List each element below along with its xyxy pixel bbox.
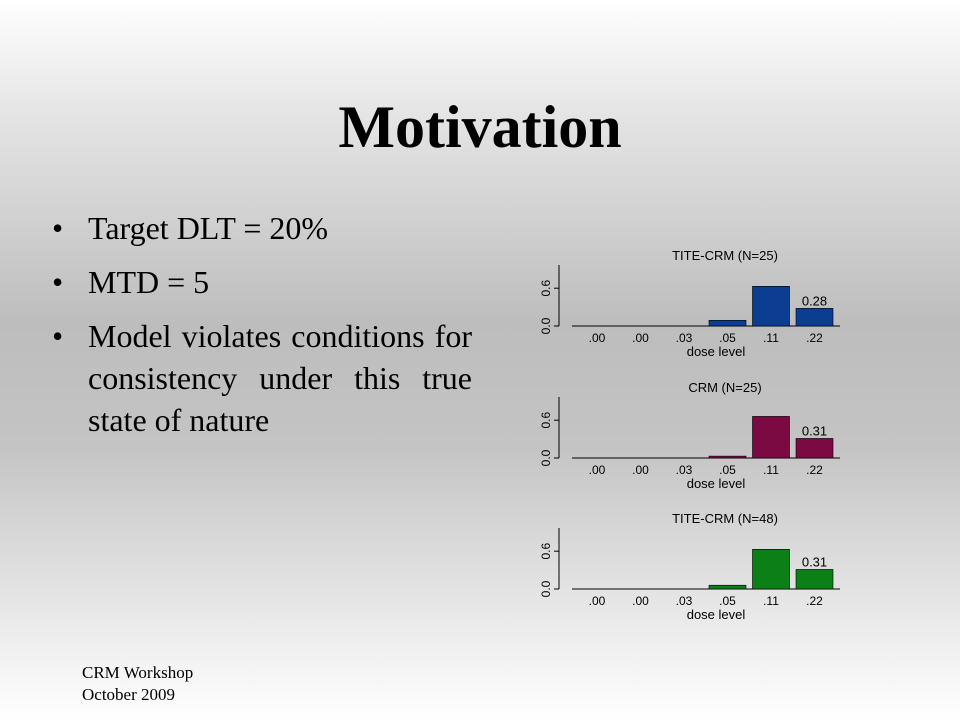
bar <box>752 286 790 327</box>
bullet-item: • MTD = 5 <box>52 261 472 303</box>
x-tick-label: .00 <box>632 463 649 477</box>
x-tick-label: .03 <box>676 331 693 345</box>
bar-value-label: 0.28 <box>802 293 827 308</box>
footer: CRM Workshop October 2009 <box>82 662 193 706</box>
bullet-item: • Model violates conditions for consiste… <box>52 315 472 441</box>
bar-value-label: 0.31 <box>802 554 827 569</box>
bullet-text: Model violates conditions for consistenc… <box>88 318 472 438</box>
bar <box>795 308 834 327</box>
slide-title: Motivation <box>338 94 622 160</box>
bullet-icon: • <box>52 264 64 300</box>
x-tick-label: .00 <box>589 331 606 345</box>
x-tick-label: .22 <box>806 331 823 345</box>
chart-title: TITE-CRM (N=48) <box>672 511 778 526</box>
bar-chart-svg: TITE-CRM (N=25) 0.0 0.6 0.28 .00 .00 .03 .05 .11… <box>539 248 840 359</box>
bullet-text: MTD = 5 <box>88 264 210 300</box>
x-tick-label: .00 <box>589 594 606 608</box>
y-tick-label: 0.0 <box>539 580 553 597</box>
bar <box>752 549 790 590</box>
x-tick-label: .11 <box>763 594 779 608</box>
bar-value-label: 0.31 <box>802 423 827 438</box>
x-axis-label: dose level <box>687 607 746 622</box>
x-tick-label: .11 <box>763 463 779 477</box>
chart-panel-tite-crm-n25: TITE-CRM (N=25) 0.0 0.6 0.28 .00 .00 .03 .05 .11… <box>505 243 865 383</box>
y-tick-label: 0.0 <box>539 449 553 466</box>
x-tick-label: .05 <box>719 594 736 608</box>
bullet-item: • Target DLT = 20% <box>52 207 472 249</box>
y-tick-label: 0.6 <box>539 543 553 560</box>
chart-title: CRM (N=25) <box>688 380 761 395</box>
y-tick-label: 0.6 <box>539 280 553 297</box>
x-tick-label: .00 <box>632 331 649 345</box>
x-tick-label: .22 <box>806 463 823 477</box>
y-tick-label: 0.0 <box>539 317 553 334</box>
bar <box>752 416 790 459</box>
bar <box>708 584 747 590</box>
x-axis-label: dose level <box>687 476 746 491</box>
x-tick-label: .22 <box>806 594 823 608</box>
x-tick-label: .11 <box>763 331 779 345</box>
x-tick-label: .03 <box>676 594 693 608</box>
x-tick-label: .05 <box>719 331 736 345</box>
bar <box>795 438 834 459</box>
footer-date: October 2009 <box>82 685 176 704</box>
footer-workshop: CRM Workshop <box>82 663 194 682</box>
bar <box>795 569 834 590</box>
x-axis-label: dose level <box>687 344 746 359</box>
bar <box>708 320 747 327</box>
x-tick-label: .03 <box>676 463 693 477</box>
x-tick-label: .00 <box>632 594 649 608</box>
bar <box>708 455 747 459</box>
chart-title: TITE-CRM (N=25) <box>672 248 778 263</box>
bullet-text: Target DLT = 20% <box>88 210 329 246</box>
chart-panel-tite-crm-n48: TITE-CRM (N=48) 0.0 0.6 0.31 .00 .00 .03 .05 .11… <box>505 506 865 646</box>
bar-chart-svg: CRM (N=25) 0.0 0.6 0.31 .00 .00 .03 .05 .11 .22 do… <box>539 380 840 491</box>
bullet-list: • Target DLT = 20% • MTD = 5 • Model vio… <box>52 207 472 453</box>
y-tick-label: 0.6 <box>539 412 553 429</box>
x-tick-label: .00 <box>589 463 606 477</box>
bullet-icon: • <box>52 210 64 246</box>
bar-chart-svg: TITE-CRM (N=48) 0.0 0.6 0.31 .00 .00 .03 .05 .11… <box>539 511 840 622</box>
bullet-icon: • <box>52 318 64 354</box>
chart-panel-crm-n25: CRM (N=25) 0.0 0.6 0.31 .00 .00 .03 .05 .11 .22 do… <box>505 375 865 515</box>
x-tick-label: .05 <box>719 463 736 477</box>
